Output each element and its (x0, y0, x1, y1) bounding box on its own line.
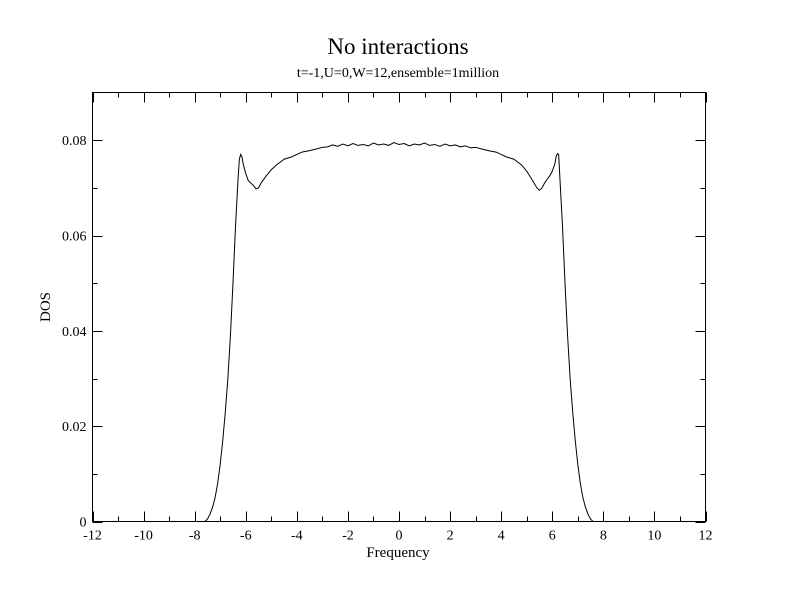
y-axis-tick-labels: 0 0.02 0.04 0.06 0.08 (62, 134, 87, 530)
x-tick-label: 6 (549, 529, 556, 544)
y-tick-label: 0.06 (62, 230, 87, 245)
x-tick-label: -4 (291, 529, 303, 544)
x-tick-label: -12 (83, 529, 102, 544)
chart-title: No interactions (327, 34, 468, 59)
dos-series-line (92, 142, 706, 522)
y-axis-label: DOS (38, 292, 54, 322)
x-tick-label: 12 (699, 529, 713, 544)
y-tick-label: 0 (80, 516, 87, 531)
x-axis-ticks (93, 92, 707, 522)
y-tick-label: 0.02 (62, 420, 87, 435)
y-tick-label: 0.08 (62, 134, 87, 149)
x-axis-label: Frequency (366, 545, 430, 561)
x-tick-label: 0 (396, 529, 403, 544)
x-tick-label: 10 (647, 529, 661, 544)
plot-frame (92, 92, 706, 522)
x-tick-label: -8 (189, 529, 201, 544)
x-axis-tick-labels: -12 -10 -8 -6 -4 -2 0 2 4 6 8 10 12 (83, 529, 712, 544)
x-tick-label: -2 (342, 529, 354, 544)
y-tick-label: 0.04 (62, 325, 87, 340)
x-tick-label: 4 (498, 529, 505, 544)
x-tick-label: -6 (240, 529, 252, 544)
chart-subtitle: t=-1,U=0,W=12,ensemble=1million (297, 66, 499, 81)
x-tick-label: 8 (600, 529, 607, 544)
x-tick-label: -10 (134, 529, 153, 544)
y-axis-ticks (92, 140, 706, 523)
x-tick-label: 2 (447, 529, 454, 544)
